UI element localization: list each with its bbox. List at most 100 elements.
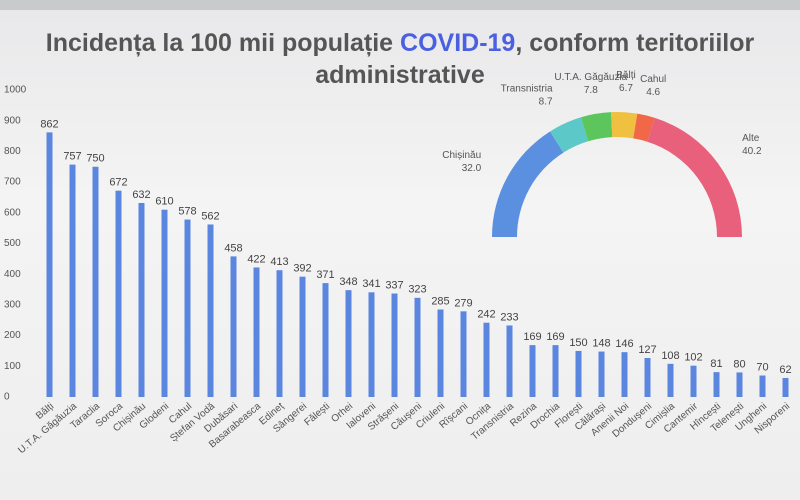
bar	[253, 267, 260, 397]
segment-name: Bălți	[616, 70, 635, 81]
value-label: 102	[684, 352, 702, 364]
donut-segment	[647, 117, 742, 237]
donut-segment	[633, 113, 655, 142]
y-tick-label: 400	[4, 269, 21, 280]
y-tick-label: 200	[4, 330, 21, 341]
bar	[759, 375, 766, 397]
value-label: 169	[523, 331, 541, 343]
value-label: 757	[63, 151, 81, 163]
segment-value: 4.6	[646, 87, 660, 98]
value-label: 242	[477, 309, 495, 321]
bar	[667, 363, 674, 397]
bar	[437, 309, 444, 397]
y-tick-label: 500	[4, 238, 21, 249]
title-part: , conform teritoriilor	[515, 29, 754, 57]
segment-value: 6.7	[619, 83, 633, 94]
segment-value: 40.2	[742, 146, 762, 157]
bar	[391, 293, 398, 397]
value-label: 578	[178, 205, 196, 217]
title-highlight: COVID-19	[400, 29, 515, 57]
value-label: 458	[224, 242, 242, 254]
donut-segment	[492, 131, 564, 237]
bar	[115, 190, 122, 397]
title-part: Incidența la 100 mii populație	[46, 29, 400, 57]
y-tick-label: 700	[4, 177, 21, 188]
bar	[69, 164, 76, 397]
y-tick-label: 100	[4, 361, 21, 372]
bar	[483, 322, 490, 397]
value-label: 108	[661, 350, 679, 362]
donut-segment	[550, 117, 589, 153]
segment-value: 8.7	[539, 97, 553, 108]
bar	[161, 209, 168, 397]
top-tabs	[0, 0, 800, 10]
bar	[621, 352, 628, 397]
x-tick-label: Fălești	[302, 401, 332, 428]
bar	[506, 325, 513, 397]
value-label: 285	[431, 295, 449, 307]
bar	[207, 224, 214, 397]
value-label: 146	[615, 338, 633, 350]
value-label: 750	[86, 153, 104, 165]
bar	[690, 365, 697, 397]
value-label: 632	[132, 189, 150, 201]
donut-segment	[611, 111, 638, 139]
value-label: 62	[779, 364, 791, 376]
value-label: 413	[270, 256, 288, 268]
bar	[552, 345, 559, 397]
bar	[598, 351, 605, 397]
value-label: 862	[40, 118, 58, 130]
y-tick-label: 900	[4, 115, 21, 126]
segment-name: Chișinău	[442, 150, 481, 161]
value-label: 323	[408, 284, 426, 296]
segment-name: Transnistria	[501, 84, 553, 95]
bar	[414, 297, 421, 397]
bar	[644, 358, 651, 397]
value-label: 337	[385, 279, 403, 291]
value-label: 672	[109, 177, 127, 189]
bar	[322, 283, 329, 397]
value-label: 341	[362, 278, 380, 290]
value-label: 169	[546, 331, 564, 343]
y-tick-label: 0	[4, 392, 10, 403]
bar	[46, 132, 53, 397]
value-label: 348	[339, 276, 357, 288]
bar	[529, 345, 536, 397]
value-label: 422	[247, 253, 265, 265]
bar	[138, 202, 145, 397]
y-tick-label: 300	[4, 300, 21, 311]
chart-title: Incidența la 100 mii populație COVID-19,…	[46, 29, 755, 89]
value-label: 127	[638, 344, 656, 356]
value-label: 70	[756, 361, 768, 373]
segment-name: U.T.A. Găgăuzia	[554, 72, 627, 83]
bar	[92, 166, 99, 397]
bar	[736, 372, 743, 397]
value-label: 392	[293, 263, 311, 275]
value-label: 371	[316, 269, 334, 281]
bar	[345, 290, 352, 397]
bar	[575, 350, 582, 397]
bar	[230, 256, 237, 397]
value-label: 279	[454, 297, 472, 309]
bar	[299, 276, 306, 397]
segment-name: Alte	[742, 133, 760, 144]
segment-value: 7.8	[584, 85, 598, 96]
bar	[460, 311, 467, 397]
donut-segment	[580, 112, 613, 142]
bar	[276, 270, 283, 397]
value-label: 150	[569, 337, 587, 349]
value-label: 148	[592, 337, 610, 349]
value-label: 562	[201, 210, 219, 222]
value-label: 80	[733, 358, 745, 370]
bar	[368, 292, 375, 397]
y-tick-label: 800	[4, 146, 21, 157]
segment-value: 32.0	[462, 163, 482, 174]
y-tick-label: 1000	[4, 85, 27, 96]
bar	[713, 372, 720, 397]
value-label: 610	[155, 196, 173, 208]
bar	[184, 219, 191, 397]
title-part: administrative	[315, 61, 485, 89]
segment-name: Cahul	[640, 74, 666, 85]
value-label: 81	[710, 358, 722, 370]
